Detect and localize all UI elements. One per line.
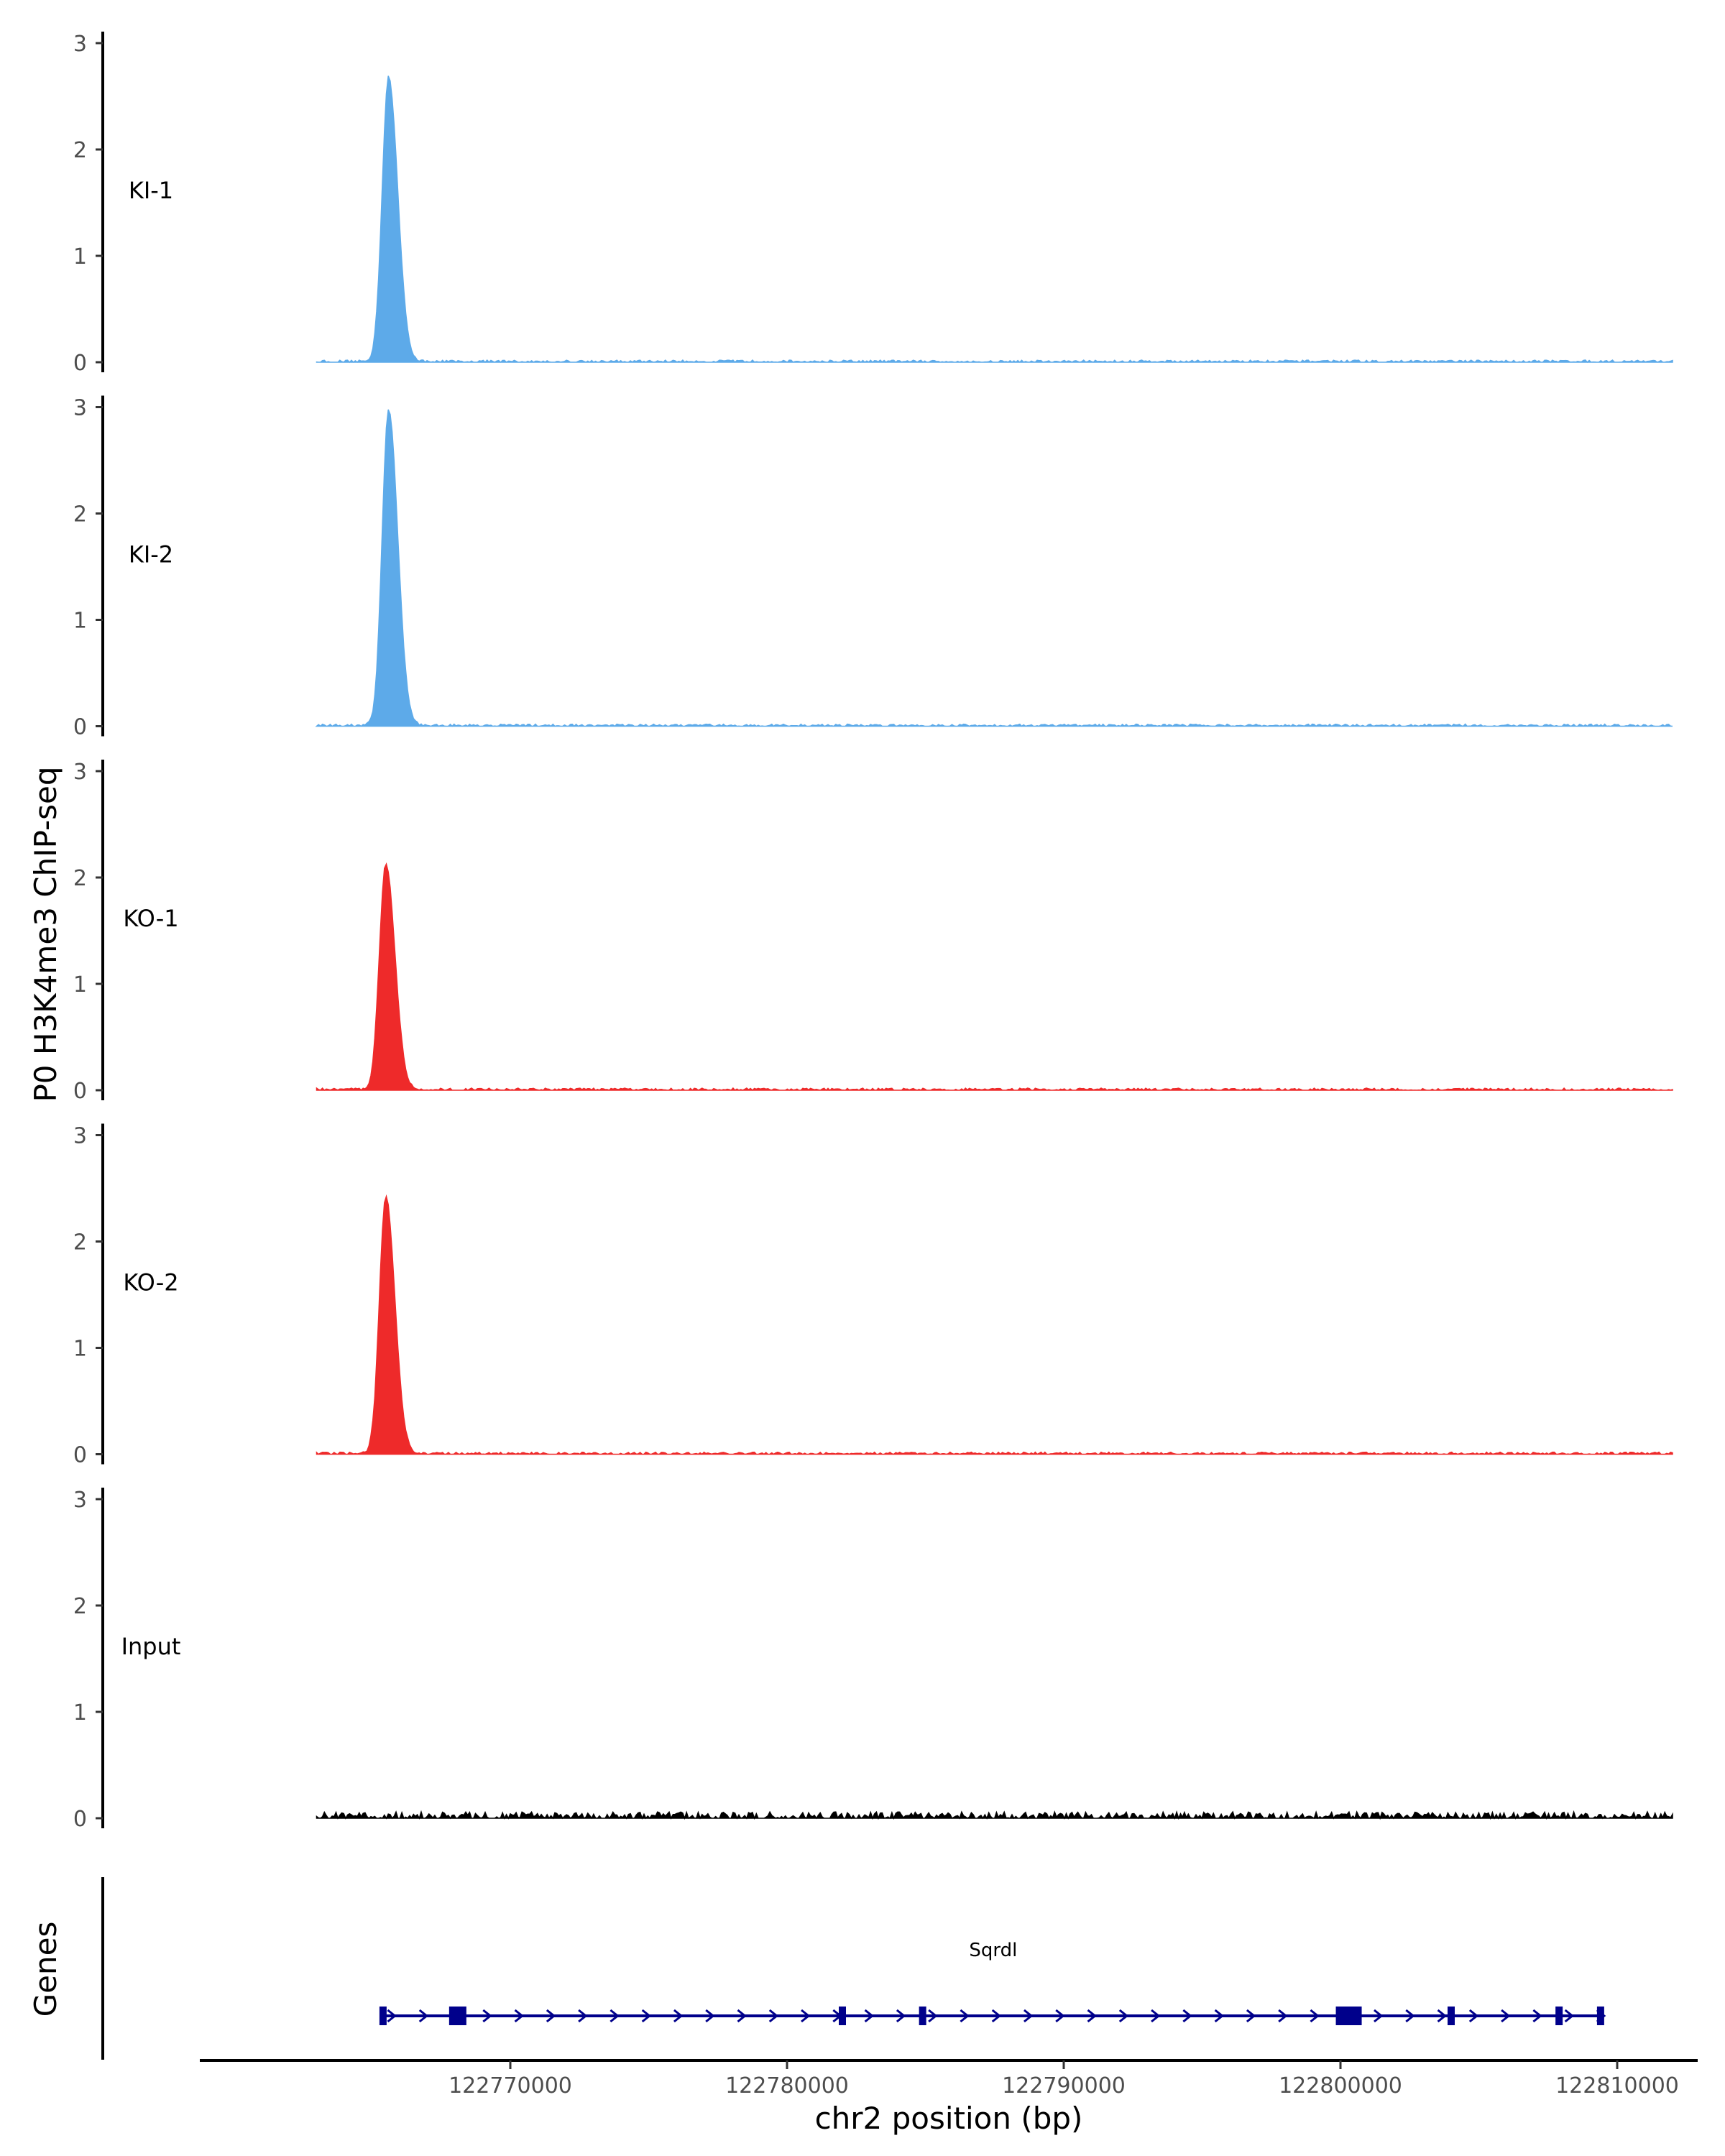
strand-arrow <box>387 2009 397 2023</box>
y-tick-label: 2 <box>73 1594 87 1619</box>
x-tick-label: 122800000 <box>1279 2073 1402 2099</box>
track-panels: 0 1 2 3 KI-1 0 1 2 3 KI-2 0 1 2 3 KO-1 0 1 2 3 KO-2 0 1 2 3 Inpu… <box>73 32 1673 1832</box>
signal-area <box>315 409 1673 727</box>
strand-arrow <box>1151 2009 1161 2023</box>
strand-arrow <box>768 2009 779 2023</box>
strand-arrow <box>1087 2009 1097 2023</box>
strand-arrow <box>1214 2009 1225 2023</box>
strand-arrow <box>991 2009 1002 2023</box>
strand-arrow <box>896 2009 906 2023</box>
genes-axis-title: Genes <box>28 1922 63 2017</box>
y-tick-label: 0 <box>73 1443 87 1468</box>
strand-arrow <box>1310 2009 1320 2023</box>
strand-arrow <box>737 2009 747 2023</box>
signal-area <box>316 862 1673 1092</box>
y-tick-label: 3 <box>73 760 87 785</box>
y-tick-label: 3 <box>73 32 87 57</box>
strand-arrow <box>1564 2009 1575 2023</box>
y-tick-label: 2 <box>73 1230 87 1256</box>
track-label: KO-1 <box>123 905 178 932</box>
strand-arrow <box>928 2009 938 2023</box>
y-tick-label: 0 <box>73 351 87 376</box>
y-tick-label: 1 <box>73 244 87 270</box>
strand-arrow <box>610 2009 620 2023</box>
strand-arrow <box>1246 2009 1256 2023</box>
x-tick-label: 122790000 <box>1002 2073 1126 2099</box>
strand-arrow <box>1118 2009 1129 2023</box>
exon <box>919 2007 926 2025</box>
y-tick-label: 2 <box>73 502 87 528</box>
genes-panel: Genes Sqrdl <box>28 1877 1606 2060</box>
exon <box>379 2007 387 2025</box>
y-tick-label: 2 <box>73 138 87 163</box>
strand-arrow <box>1532 2009 1542 2023</box>
strand-arrow <box>1468 2009 1479 2023</box>
signal-area <box>316 75 1673 364</box>
y-tick-label: 0 <box>73 715 87 740</box>
strand-arrow <box>482 2009 492 2023</box>
strand-arrow <box>1437 2009 1447 2023</box>
exon <box>839 2007 846 2025</box>
strand-arrow <box>418 2009 429 2023</box>
y-tick-label: 2 <box>73 866 87 891</box>
y-tick-label: 1 <box>73 1337 87 1362</box>
y-tick-label: 1 <box>73 1700 87 1726</box>
strand-arrow <box>1055 2009 1065 2023</box>
gene-model-sqrdl <box>379 2007 1606 2025</box>
y-tick-label: 0 <box>73 1079 87 1104</box>
track-input: 0 1 2 3 Input <box>73 1488 1673 1832</box>
strand-arrow <box>1405 2009 1415 2023</box>
track-ki-2: 0 1 2 3 KI-2 <box>73 395 1673 740</box>
y-tick-label: 0 <box>73 1807 87 1832</box>
signal-area <box>316 1194 1673 1455</box>
strand-arrow <box>1024 2009 1034 2023</box>
track-label: Input <box>121 1633 181 1660</box>
exon <box>1555 2007 1563 2025</box>
x-tick-label: 122780000 <box>725 2073 849 2099</box>
strand-arrow <box>960 2009 970 2023</box>
track-ko-1: 0 1 2 3 KO-1 <box>73 760 1673 1104</box>
strand-arrow <box>546 2009 556 2023</box>
signal-area <box>316 1810 1673 1820</box>
strand-arrow <box>1501 2009 1511 2023</box>
strand-arrow <box>1374 2009 1384 2023</box>
y-tick-label: 3 <box>73 1124 87 1149</box>
strand-arrow <box>641 2009 652 2023</box>
track-label: KI-1 <box>129 177 173 204</box>
track-ki-1: 0 1 2 3 KI-1 <box>73 32 1673 376</box>
y-axis-title: P0 H3K4me3 ChIP-seq <box>28 766 63 1102</box>
strand-arrow <box>864 2009 874 2023</box>
exon <box>448 2007 466 2025</box>
y-tick-label: 3 <box>73 396 87 421</box>
strand-arrow <box>578 2009 588 2023</box>
strand-arrow <box>1182 2009 1192 2023</box>
y-tick-label: 3 <box>73 1488 87 1513</box>
exon <box>1448 2007 1455 2025</box>
y-tick-label: 1 <box>73 972 87 998</box>
exon <box>1335 2007 1362 2025</box>
x-axis: 122770000 122780000 122790000 122800000 1228… <box>200 2059 1698 2099</box>
exon <box>1596 2007 1604 2025</box>
x-tick-label: 122770000 <box>448 2073 572 2099</box>
strand-arrow <box>705 2009 715 2023</box>
y-tick-label: 1 <box>73 609 87 634</box>
track-label: KI-2 <box>129 541 173 568</box>
strand-arrow <box>801 2009 811 2023</box>
strand-arrow <box>1278 2009 1288 2023</box>
track-ko-2: 0 1 2 3 KO-2 <box>73 1123 1673 1468</box>
strand-arrow <box>514 2009 524 2023</box>
gene-name-label: Sqrdl <box>969 1940 1017 1961</box>
strand-arrow <box>673 2009 684 2023</box>
x-tick-label: 122810000 <box>1555 2073 1679 2099</box>
track-label: KO-2 <box>123 1269 178 1296</box>
x-axis-title: chr2 position (bp) <box>815 2101 1083 2136</box>
